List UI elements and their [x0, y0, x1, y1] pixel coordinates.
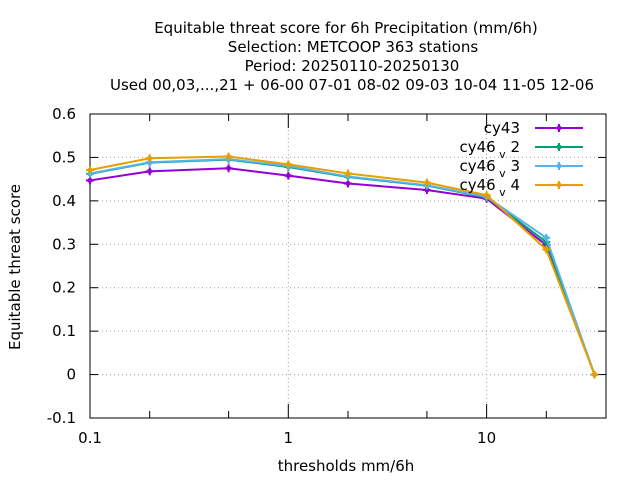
data-point: [224, 164, 233, 173]
x-tick-label: 0.1: [78, 429, 102, 447]
legend-label: cy46 v 4: [459, 176, 520, 199]
legend-item: cy46 v 2: [459, 138, 583, 161]
y-tick-label: 0: [66, 366, 76, 384]
y-tick-label: 0.4: [52, 192, 76, 210]
y-tick-label: -0.1: [47, 409, 76, 427]
data-point: [145, 167, 154, 176]
data-point: [284, 160, 293, 169]
grid: [90, 114, 606, 418]
tick-labels: -0.1 0 0.1 0.2 0.3 0.4 0.5 0.6 0.1 1 10: [47, 105, 496, 447]
data-point: [344, 169, 352, 178]
legend-item: cy43: [484, 119, 583, 137]
x-axis-label: thresholds mm/6h: [278, 457, 415, 475]
title-line-3: Period: 20250110-20250130: [245, 57, 460, 75]
legend-label: cy43: [484, 119, 520, 137]
series-group: [86, 152, 599, 379]
title-line-4: Used 00,03,...,21 + 06-00 07-01 08-02 09…: [110, 76, 594, 94]
data-point: [86, 166, 94, 175]
data-point: [590, 370, 599, 379]
legend-item: cy46 v 3: [459, 157, 583, 180]
legend-label: cy46 v 3: [459, 157, 520, 180]
y-tick-label: 0.5: [52, 148, 76, 166]
y-tick-label: 0.1: [52, 322, 76, 340]
x-tick-label: 1: [284, 429, 294, 447]
data-point: [422, 178, 431, 187]
data-point: [482, 191, 491, 200]
series-line-1: [89, 167, 596, 375]
data-point: [224, 152, 233, 161]
x-tick-label: 10: [477, 429, 496, 447]
legend-item: cy46 v 4: [459, 176, 583, 199]
data-point: [145, 154, 154, 163]
legend-label: cy46 v 2: [459, 138, 520, 161]
chart-title: Equitable threat score for 6h Precipitat…: [110, 19, 594, 94]
plot-frame: [89, 113, 607, 419]
y-tick-label: 0.2: [52, 279, 76, 297]
data-point: [542, 245, 551, 254]
title-line-1: Equitable threat score for 6h Precipitat…: [154, 19, 538, 37]
y-tick-label: 0.3: [52, 235, 76, 253]
data-point: [284, 171, 293, 180]
y-tick-label: 0.6: [52, 105, 76, 123]
axis-ticks: [89, 113, 606, 419]
title-line-2: Selection: METCOOP 363 stations: [228, 38, 479, 56]
y-axis-label: Equitable threat score: [6, 184, 24, 350]
data-point: [542, 233, 551, 242]
